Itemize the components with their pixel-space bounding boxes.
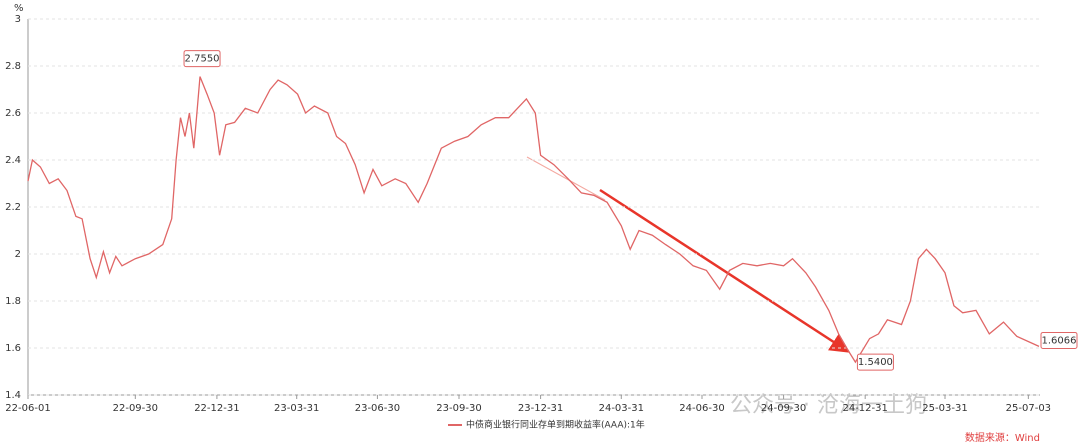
x-tick-label: 23-09-30 bbox=[436, 403, 481, 414]
x-tick-label: 24-06-30 bbox=[679, 403, 724, 414]
annotation-label: 1.6066 bbox=[1042, 335, 1077, 346]
x-tick-label: 22-06-01 bbox=[5, 403, 50, 414]
legend-label: 中债商业银行同业存单到期收益率(AAA):1年 bbox=[466, 419, 645, 431]
x-tick-label: 24-09-30 bbox=[761, 403, 806, 414]
annotation-box bbox=[183, 50, 221, 68]
source: 数据来源：Wind bbox=[965, 431, 1040, 444]
y-tick-label: 2.6 bbox=[5, 108, 21, 119]
x-tick-label: 22-12-31 bbox=[194, 403, 239, 414]
trend-arrow bbox=[599, 188, 851, 353]
y-axis-label: % bbox=[14, 3, 24, 14]
x-tick-label: 23-12-31 bbox=[518, 403, 563, 414]
x-tick-label: 22-09-30 bbox=[113, 403, 158, 414]
y-tick-label: 1.4 bbox=[5, 390, 21, 401]
trend-line bbox=[526, 156, 606, 201]
y-tick-label: 3 bbox=[15, 14, 21, 25]
y-tick-label: 1.6 bbox=[5, 343, 21, 354]
watermark: 公众号 · 沧海一土狗 bbox=[730, 393, 927, 418]
annotation-label: 2.7550 bbox=[185, 54, 220, 65]
annotation-box bbox=[856, 353, 894, 371]
x-tick-label: 24-12-31 bbox=[842, 403, 887, 414]
x-tick-label: 24-03-31 bbox=[599, 403, 644, 414]
x-tick-label: 25-03-31 bbox=[922, 403, 967, 414]
x-tick-label: 23-06-30 bbox=[355, 403, 400, 414]
y-tick-label: 2 bbox=[15, 249, 21, 260]
series-line bbox=[27, 76, 1040, 364]
y-tick-label: 1.8 bbox=[5, 296, 21, 307]
y-tick-label: 2.2 bbox=[5, 202, 21, 213]
x-tick-label: 23-03-31 bbox=[274, 403, 319, 414]
y-tick-label: 2.8 bbox=[5, 61, 21, 72]
x-tick-label: 25-07-03 bbox=[1006, 403, 1051, 414]
annotation-label: 1.5400 bbox=[858, 357, 893, 368]
annotation-box bbox=[1040, 331, 1078, 349]
y-tick-label: 2.4 bbox=[5, 155, 21, 166]
